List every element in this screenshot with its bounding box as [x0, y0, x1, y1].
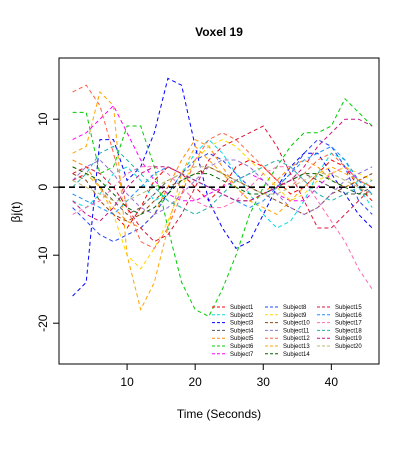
legend-label: Subject15	[335, 305, 362, 311]
legend-label: Subject14	[283, 352, 310, 358]
series-line-12	[72, 84, 373, 250]
y-axis: -20 -10 0 10	[36, 112, 59, 332]
series-line-14	[72, 166, 373, 215]
x-tick-label: 40	[325, 375, 339, 389]
legend-label: Subject4	[230, 328, 254, 334]
legend-label: Subject6	[230, 344, 254, 350]
legend-label: Subject5	[230, 336, 254, 342]
series-line-18	[72, 145, 373, 215]
legend-label: Subject11	[283, 328, 310, 334]
y-tick-label: -10	[36, 246, 50, 264]
plot-frame	[58, 57, 380, 365]
x-axis: 10 20 30 40	[120, 364, 338, 389]
y-axis-label: βj(t)	[9, 202, 23, 223]
x-axis-label: Time (Seconds)	[177, 407, 261, 421]
y-tick-label: 0	[36, 184, 50, 191]
legend-label: Subject16	[335, 313, 362, 319]
series-line-5	[72, 138, 373, 229]
legend-label: Subject9	[283, 313, 307, 319]
x-tick-label: 30	[257, 375, 271, 389]
x-tick-label: 10	[120, 375, 134, 389]
legend-label: Subject10	[283, 321, 310, 327]
legend-label: Subject17	[335, 321, 362, 327]
legend-label: Subject20	[335, 344, 362, 350]
chart-title: Voxel 19	[195, 25, 243, 39]
legend-label: Subject19	[335, 336, 362, 342]
x-tick-label: 20	[188, 375, 202, 389]
series-line-2	[72, 138, 373, 229]
series-line-3	[72, 77, 373, 297]
y-tick-label: -20	[36, 314, 50, 332]
legend-label: Subject2	[230, 313, 254, 319]
legend-label: Subject8	[283, 305, 307, 311]
legend-label: Subject12	[283, 336, 310, 342]
legend-label: Subject1	[230, 305, 254, 311]
legend-label: Subject7	[230, 352, 254, 358]
series-layer	[72, 77, 373, 318]
legend-label: Subject18	[335, 328, 362, 334]
series-line-20	[72, 166, 373, 202]
series-line-16	[72, 145, 373, 216]
series-line-6	[72, 97, 373, 318]
legend-label: Subject3	[230, 321, 254, 327]
series-line-15	[72, 125, 373, 243]
y-tick-label: 10	[36, 112, 50, 126]
legend-label: Subject13	[283, 344, 310, 350]
series-line-9	[72, 139, 373, 270]
series-line-19	[72, 118, 373, 222]
